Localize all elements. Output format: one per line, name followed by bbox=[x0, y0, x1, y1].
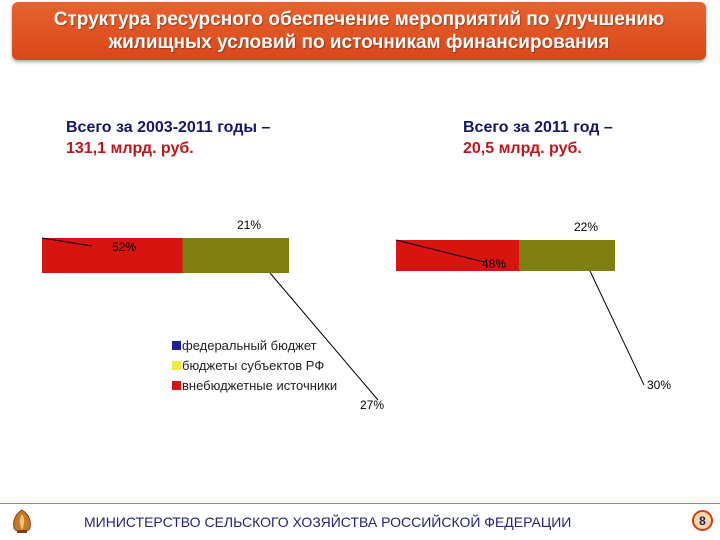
pct-label-right-1: 48% bbox=[482, 257, 506, 271]
total-left-value: 131,1 млрд. руб. bbox=[66, 140, 194, 157]
page-number: 8 bbox=[692, 510, 713, 531]
title-banner: Структура ресурсного обеспечение меропри… bbox=[12, 2, 706, 60]
leader-line-left-0 bbox=[269, 272, 379, 401]
leader-line-left-1 bbox=[41, 237, 93, 247]
leader-line-right-1 bbox=[395, 239, 485, 263]
bar-segment-federal-left bbox=[182, 238, 289, 273]
legend-item-offbudget: внебюджетные источники bbox=[172, 375, 337, 395]
legend-label-federal: федеральный бюджет bbox=[182, 337, 317, 353]
total-2011: Всего за 2011 год – 20,5 млрд. руб. bbox=[463, 117, 613, 159]
slide-title: Структура ресурсного обеспечение меропри… bbox=[53, 9, 665, 53]
total-left-label: Всего за 2003-2011 годы – bbox=[66, 119, 271, 136]
pct-label-left-1: 52% bbox=[112, 240, 136, 254]
total-right-label: Всего за 2011 год – bbox=[463, 119, 613, 136]
legend-item-federal: федеральный бюджет bbox=[172, 335, 337, 355]
ministry-emblem-icon bbox=[13, 509, 31, 533]
footer-divider bbox=[0, 503, 720, 504]
legend-swatch-offbudget bbox=[172, 380, 181, 390]
legend-label-offbudget: внебюджетные источники bbox=[182, 377, 338, 393]
footer-ministry: МИНИСТЕРСТВО СЕЛЬСКОГО ХОЗЯЙСТВА РОССИЙС… bbox=[84, 514, 572, 530]
legend-label-regional: бюджеты субъектов РФ bbox=[182, 357, 325, 373]
pct-label-right-2: 30% bbox=[647, 378, 671, 392]
legend-item-regional: бюджеты субъектов РФ bbox=[172, 355, 337, 375]
pct-label-left-0: 21% bbox=[237, 218, 261, 232]
total-2003-2011: Всего за 2003-2011 годы – 131,1 млрд. ру… bbox=[66, 117, 270, 159]
total-right-value: 20,5 млрд. руб. bbox=[463, 140, 582, 157]
leader-line-right-0 bbox=[589, 270, 645, 386]
pct-label-left-2: 27% bbox=[360, 398, 384, 412]
pct-label-right-0: 22% bbox=[574, 220, 598, 234]
legend-swatch-regional bbox=[172, 360, 181, 370]
legend-swatch-federal bbox=[172, 340, 181, 350]
bar-segment-other-left bbox=[42, 238, 183, 273]
bar-segment-federal-right bbox=[518, 240, 615, 271]
chart-legend: федеральный бюджет бюджеты субъектов РФ … bbox=[172, 335, 337, 395]
